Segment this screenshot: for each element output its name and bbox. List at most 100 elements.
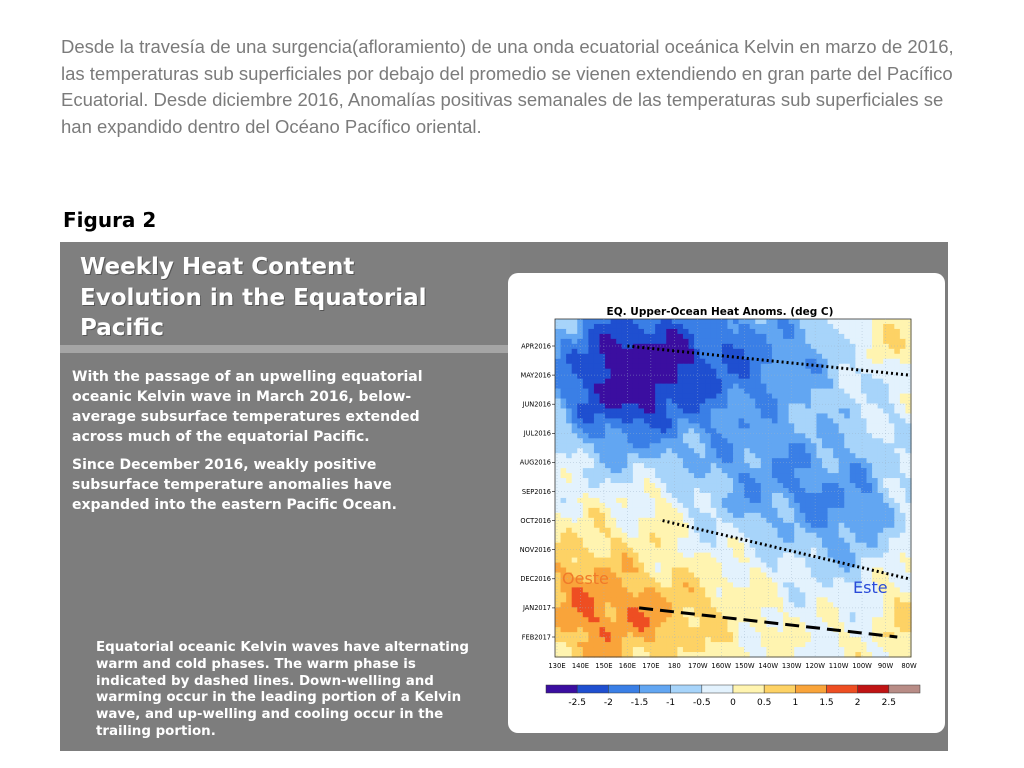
heatmap-cell xyxy=(610,428,617,434)
heatmap-cell xyxy=(727,567,734,574)
heatmap-cell xyxy=(593,572,601,579)
heatmap-cell xyxy=(555,408,562,415)
heatmap-cell xyxy=(888,338,895,345)
heatmap-cell xyxy=(755,542,762,549)
heatmap-cell xyxy=(872,408,879,415)
heatmap-cell xyxy=(827,502,834,509)
heatmap-cell xyxy=(733,642,740,648)
heatmap-cell xyxy=(599,607,606,613)
heatmap-cell xyxy=(733,423,740,429)
heatmap-cell xyxy=(855,343,862,350)
heatmap-cell xyxy=(833,537,840,544)
heatmap-cell xyxy=(788,408,795,415)
heatmap-cell xyxy=(755,522,762,529)
heatmap-cell xyxy=(710,363,717,370)
heatmap-cell xyxy=(799,632,806,638)
heatmap-cell xyxy=(593,507,601,514)
heatmap-cell xyxy=(899,642,907,648)
heatmap-cell xyxy=(588,637,595,643)
heatmap-cell xyxy=(816,443,823,449)
heatmap-cell xyxy=(566,607,573,613)
heatmap-cell xyxy=(877,323,884,330)
heatmap-cell xyxy=(577,622,584,628)
heatmap-cell xyxy=(783,413,790,420)
heatmap-cell xyxy=(805,602,812,608)
heatmap-cell xyxy=(766,319,773,325)
heatmap-cell xyxy=(866,353,873,360)
heatmap-cell xyxy=(805,428,812,434)
heatmap-cell xyxy=(783,512,790,519)
heatmap-cell xyxy=(838,319,845,325)
heatmap-cell xyxy=(899,552,907,559)
heatmap-cell xyxy=(660,458,667,464)
heatmap-cell xyxy=(771,373,779,380)
heatmap-cell xyxy=(699,572,706,579)
heatmap-cell xyxy=(632,622,640,628)
heatmap-cell xyxy=(582,587,589,593)
heatmap-cell xyxy=(727,453,734,459)
heatmap-cell xyxy=(666,468,673,474)
heatmap-cell xyxy=(621,333,628,340)
heatmap-cell xyxy=(872,319,879,325)
heatmap-cell xyxy=(627,483,634,489)
heatmap-cell xyxy=(755,562,762,569)
heatmap-cell xyxy=(593,373,601,380)
heatmap-cell xyxy=(816,438,823,444)
heatmap-cell xyxy=(872,532,879,539)
heatmap-cell xyxy=(771,572,779,579)
heatmap-cell xyxy=(866,567,873,574)
heatmap-cell xyxy=(671,637,678,643)
heatmap-cell xyxy=(632,418,640,424)
heatmap-cell xyxy=(905,448,912,454)
heatmap-cell xyxy=(582,612,589,618)
heatmap-cell xyxy=(766,443,773,449)
heatmap-cell xyxy=(671,363,678,370)
heatmap-cell xyxy=(577,497,584,504)
heatmap-cell xyxy=(727,517,734,524)
heatmap-cell xyxy=(738,453,745,459)
heatmap-cell xyxy=(710,453,717,459)
heatmap-cell xyxy=(749,557,756,564)
heatmap-cell xyxy=(805,557,812,564)
heatmap-cell xyxy=(677,418,684,424)
heatmap-cell xyxy=(593,468,601,474)
heatmap-cell xyxy=(677,358,684,365)
heatmap-cell xyxy=(727,577,734,584)
heatmap-cell xyxy=(710,597,717,603)
heatmap-cell xyxy=(733,468,740,474)
heatmap-cell xyxy=(644,507,651,514)
heatmap-cell xyxy=(582,428,589,434)
heatmap-cell xyxy=(899,348,907,355)
heatmap-cell xyxy=(827,622,834,628)
heatmap-cell xyxy=(883,507,890,514)
heatmap-cell xyxy=(582,393,589,400)
heatmap-cell xyxy=(699,537,706,544)
heatmap-cell xyxy=(777,542,784,549)
heatmap-cell xyxy=(721,537,729,544)
heatmap-cell xyxy=(888,383,895,390)
heatmap-cell xyxy=(593,597,601,603)
heatmap-cell xyxy=(744,343,751,350)
heatmap-cell xyxy=(849,443,856,449)
heatmap-cell xyxy=(799,642,806,648)
heatmap-cell xyxy=(749,388,756,395)
colorbar-swatch xyxy=(857,684,890,694)
heatmap-cell xyxy=(694,647,701,653)
heatmap-cell xyxy=(738,368,745,375)
heatmap-cell xyxy=(610,642,617,648)
heatmap-cell xyxy=(905,458,912,464)
heatmap-cell xyxy=(849,423,856,429)
heatmap-cell xyxy=(705,428,712,434)
heatmap-cell xyxy=(682,587,690,593)
heatmap-cell xyxy=(649,582,656,589)
heatmap-cell xyxy=(644,363,651,370)
heatmap-cell xyxy=(588,622,595,628)
heatmap-cell xyxy=(816,617,823,623)
heatmap-cell xyxy=(883,582,890,589)
heatmap-cell xyxy=(555,632,562,638)
heatmap-cell xyxy=(644,433,651,439)
heatmap-cell xyxy=(605,363,612,370)
heatmap-cell xyxy=(760,597,767,603)
heatmap-cell xyxy=(827,378,834,385)
heatmap-cell xyxy=(660,652,667,658)
